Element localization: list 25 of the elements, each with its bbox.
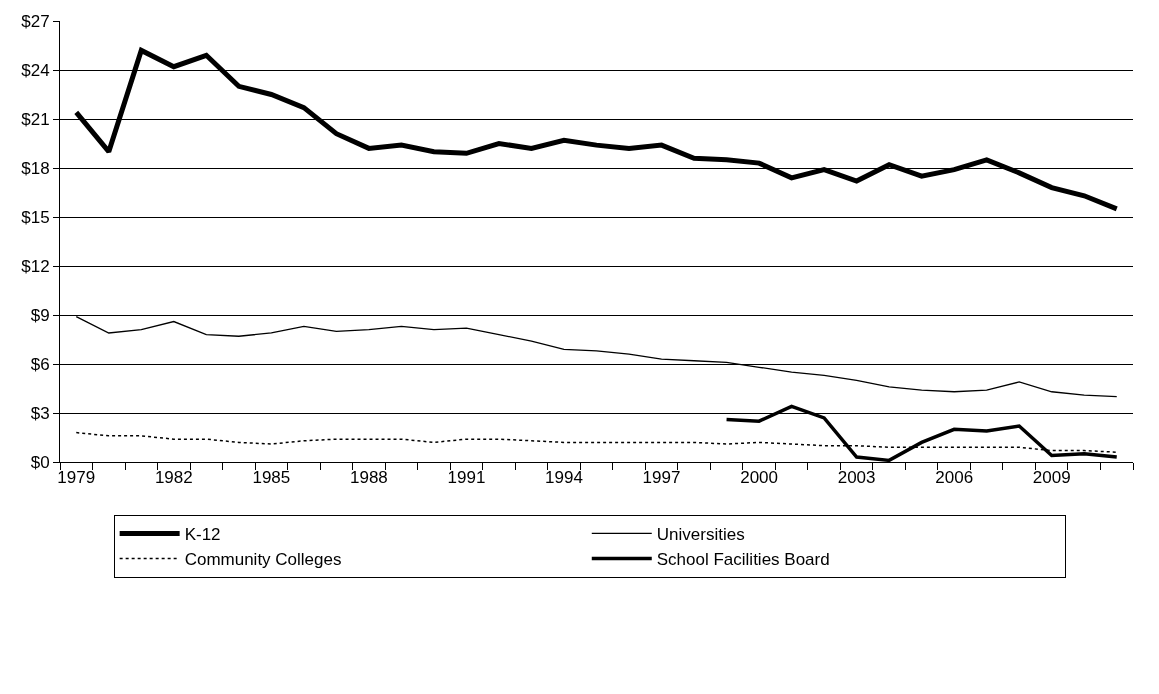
x-tick-label: 2000 [740,468,778,488]
y-tick-label: $24 [21,60,50,80]
legend-label: K-12 [184,525,221,545]
legend-label: Community Colleges [184,550,342,570]
x-tick-label: 1982 [154,468,193,488]
x-tick-label: 1997 [642,468,681,488]
y-tick-label: $18 [21,158,50,178]
legend-label: School Facilities Board [656,550,830,570]
y-tick-label: $0 [30,452,50,472]
x-tick-label: 1985 [252,468,291,488]
y-tick-label: $27 [21,11,50,31]
x-tick-label: 1988 [349,468,388,488]
y-tick-label: $15 [21,207,50,227]
y-tick-label: $3 [30,403,50,423]
x-tick-label: 1979 [57,468,96,488]
y-tick-label: $6 [30,354,50,374]
x-tick-label: 1994 [545,468,583,488]
y-tick-label: $12 [21,256,50,276]
y-tick-label: $21 [21,109,50,129]
x-tick-label: 2009 [1032,468,1071,488]
x-tick-label: 2006 [935,468,974,488]
y-tick-label: $9 [30,305,50,325]
x-tick-label: 1991 [447,468,486,488]
legend-label: Universities [656,525,745,545]
x-tick-label: 2003 [837,468,876,488]
